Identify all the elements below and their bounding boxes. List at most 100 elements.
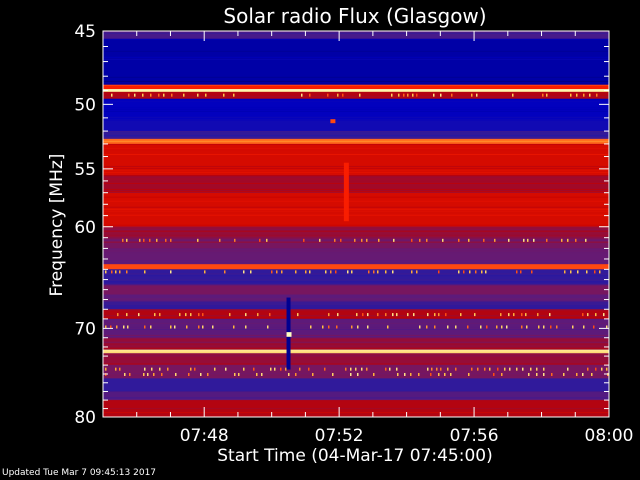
interference-mark (385, 313, 387, 317)
interference-mark (512, 93, 514, 97)
interference-mark (143, 372, 145, 376)
interference-mark (594, 270, 596, 274)
interference-mark (576, 93, 578, 97)
interference-mark (357, 372, 359, 376)
interference-mark (322, 325, 324, 329)
interference-mark (197, 238, 199, 242)
interference-mark (411, 270, 413, 274)
band-texture-line (103, 237, 609, 239)
band-texture-line (103, 147, 609, 149)
interference-mark (310, 325, 312, 329)
interference-mark (504, 367, 506, 371)
interference-mark (546, 238, 548, 242)
interference-mark (595, 367, 597, 371)
band-texture-line (103, 76, 609, 78)
y-axis-label: Frequency [MHz] (47, 154, 67, 297)
x-axis-label: Start Time (04-Mar-17 07:45:00) (217, 446, 492, 466)
interference-mark (105, 325, 107, 329)
interference-mark (427, 367, 429, 371)
band-texture-line (103, 241, 609, 243)
band-texture-line (103, 133, 609, 135)
burst-event (286, 332, 292, 337)
interference-mark (444, 372, 446, 376)
interference-mark (305, 270, 307, 274)
band-texture-line (103, 326, 609, 328)
interference-mark (563, 372, 565, 376)
interference-mark (438, 270, 440, 274)
interference-mark (416, 93, 418, 97)
band-texture-line (103, 334, 609, 336)
interference-mark (523, 238, 525, 242)
band-texture-line (103, 250, 609, 252)
band-texture-line (103, 108, 609, 110)
interference-mark (126, 313, 128, 317)
frequency-band (103, 91, 609, 99)
interference-mark (391, 93, 393, 97)
band-texture-line (103, 182, 609, 184)
interference-mark (528, 372, 530, 376)
band-texture-line (103, 196, 609, 198)
interference-mark (516, 367, 518, 371)
band-texture-line (103, 281, 609, 283)
interference-mark (450, 372, 452, 376)
band-texture-line (103, 62, 609, 64)
interference-mark (396, 313, 398, 317)
interference-mark (567, 367, 569, 371)
interference-mark (419, 325, 421, 329)
interference-mark (385, 367, 387, 371)
band-texture-line (103, 180, 609, 182)
interference-mark (530, 367, 532, 371)
interference-mark (489, 367, 491, 371)
interference-mark (356, 313, 358, 317)
interference-mark (494, 238, 496, 242)
band-texture-line (103, 391, 609, 393)
interference-mark (111, 93, 113, 97)
interference-mark (354, 238, 356, 242)
frequency-band (103, 84, 609, 90)
band-texture-line (103, 347, 609, 349)
interference-mark (337, 313, 339, 317)
band-texture-line (103, 351, 609, 353)
interference-mark (577, 270, 579, 274)
band-texture-line (103, 149, 609, 151)
plot-frame (102, 30, 610, 418)
interference-mark (257, 313, 259, 317)
interference-mark (521, 313, 523, 317)
interference-mark (197, 93, 199, 97)
interference-mark (595, 313, 597, 317)
frequency-band (103, 31, 609, 39)
frequency-band (103, 89, 609, 92)
interference-mark (190, 313, 192, 317)
interference-mark (105, 270, 107, 274)
interference-mark (335, 270, 337, 274)
interference-mark (396, 367, 398, 371)
interference-mark (412, 93, 414, 97)
interference-mark (129, 372, 131, 376)
interference-mark (153, 372, 155, 376)
interference-mark (550, 325, 552, 329)
frequency-band (103, 237, 609, 249)
band-texture-line (103, 118, 609, 120)
interference-mark (238, 372, 240, 376)
frequency-band (103, 120, 609, 132)
band-texture-line (103, 363, 609, 365)
interference-mark (194, 367, 196, 371)
frequency-band (103, 301, 609, 310)
interference-mark (328, 325, 330, 329)
interference-mark (427, 313, 429, 317)
frequency-band (103, 226, 609, 238)
band-texture-line (103, 328, 609, 330)
interference-mark (299, 367, 301, 371)
interference-mark (460, 313, 462, 317)
interference-mark (355, 367, 357, 371)
band-texture-line (103, 80, 609, 82)
band-texture-line (103, 349, 609, 351)
interference-mark (451, 93, 453, 97)
interference-mark (340, 238, 342, 242)
y-tick-label: 60 (74, 218, 96, 238)
interference-mark (233, 93, 235, 97)
interference-mark (124, 372, 126, 376)
band-texture-line (103, 174, 609, 176)
interference-mark (486, 325, 488, 329)
band-texture-line (103, 397, 609, 399)
